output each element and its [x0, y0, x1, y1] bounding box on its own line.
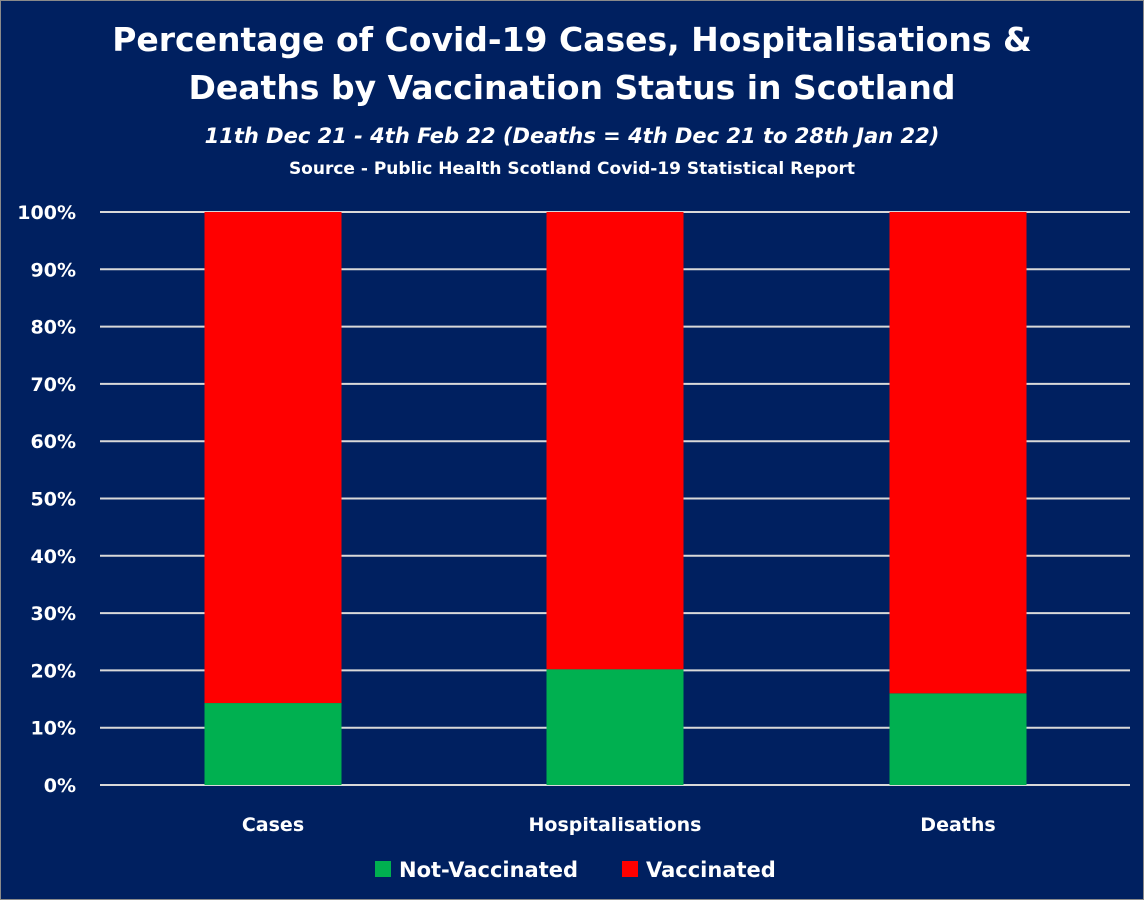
bar-vaccinated-cases — [204, 212, 342, 704]
legend-label: Vaccinated — [646, 858, 776, 882]
bar-not-vaccinated-cases — [204, 703, 342, 785]
y-tick-label: 30% — [31, 603, 76, 625]
chart-title-line-1: Percentage of Covid-19 Cases, Hospitalis… — [112, 20, 1032, 59]
y-tick-label: 20% — [31, 660, 76, 682]
y-tick-label: 100% — [17, 202, 76, 224]
x-category-label: Cases — [242, 814, 304, 836]
y-tick-label: 90% — [31, 259, 76, 281]
y-tick-label: 60% — [31, 431, 76, 453]
bar-not-vaccinated-hospitalisations — [546, 669, 684, 785]
bar-vaccinated-deaths — [889, 212, 1027, 694]
legend-label: Not-Vaccinated — [399, 858, 578, 882]
y-tick-label: 10% — [31, 718, 76, 740]
y-tick-label: 0% — [44, 775, 76, 797]
bar-vaccinated-hospitalisations — [546, 212, 684, 670]
bar-not-vaccinated-deaths — [889, 693, 1027, 785]
x-category-label: Hospitalisations — [529, 814, 702, 836]
legend-swatch-vaccinated — [622, 861, 638, 877]
chart-title-line-2: Deaths by Vaccination Status in Scotland — [188, 68, 956, 107]
y-tick-label: 70% — [31, 374, 76, 396]
y-tick-label: 50% — [31, 489, 76, 511]
y-tick-label: 80% — [31, 317, 76, 339]
chart-subtitle: 11th Dec 21 - 4th Feb 22 (Deaths = 4th D… — [204, 124, 940, 148]
y-tick-label: 40% — [31, 546, 76, 568]
legend-swatch-not-vaccinated — [375, 861, 391, 877]
x-category-label: Deaths — [920, 814, 995, 836]
chart-source: Source - Public Health Scotland Covid-19… — [288, 159, 856, 179]
